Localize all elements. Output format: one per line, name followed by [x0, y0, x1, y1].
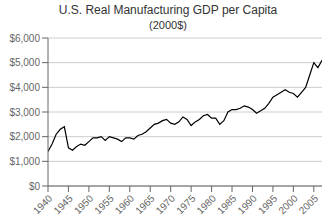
- svg-text:1940: 1940: [31, 192, 55, 216]
- svg-text:$0: $0: [29, 181, 41, 192]
- svg-text:1955: 1955: [92, 192, 116, 216]
- svg-text:$6,000: $6,000: [9, 33, 40, 44]
- svg-text:1970: 1970: [154, 192, 178, 216]
- svg-text:1995: 1995: [256, 192, 280, 216]
- svg-text:$4,000: $4,000: [9, 82, 40, 93]
- html-text:U.S. Real Manufacturing GDP pe: U.S. Real Manufacturing GDP per Capita: [58, 3, 278, 17]
- svg-text:1975: 1975: [174, 192, 198, 216]
- svg-text:1985: 1985: [215, 192, 239, 216]
- svg-text:$2,000: $2,000: [9, 131, 40, 142]
- html-text:(2000$): (2000$): [149, 19, 187, 31]
- svg-text:$5,000: $5,000: [9, 57, 40, 68]
- svg-text:1990: 1990: [235, 192, 259, 216]
- svg-text:1945: 1945: [51, 192, 75, 216]
- svg-text:1950: 1950: [72, 192, 96, 216]
- svg-text:$3,000: $3,000: [9, 107, 40, 118]
- svg-text:1960: 1960: [113, 192, 137, 216]
- svg-text:2000: 2000: [276, 192, 300, 216]
- svg-text:1965: 1965: [133, 192, 157, 216]
- svg-text:1980: 1980: [195, 192, 219, 216]
- svg-text:2005: 2005: [297, 192, 321, 216]
- svg-text:$1,000: $1,000: [9, 156, 40, 167]
